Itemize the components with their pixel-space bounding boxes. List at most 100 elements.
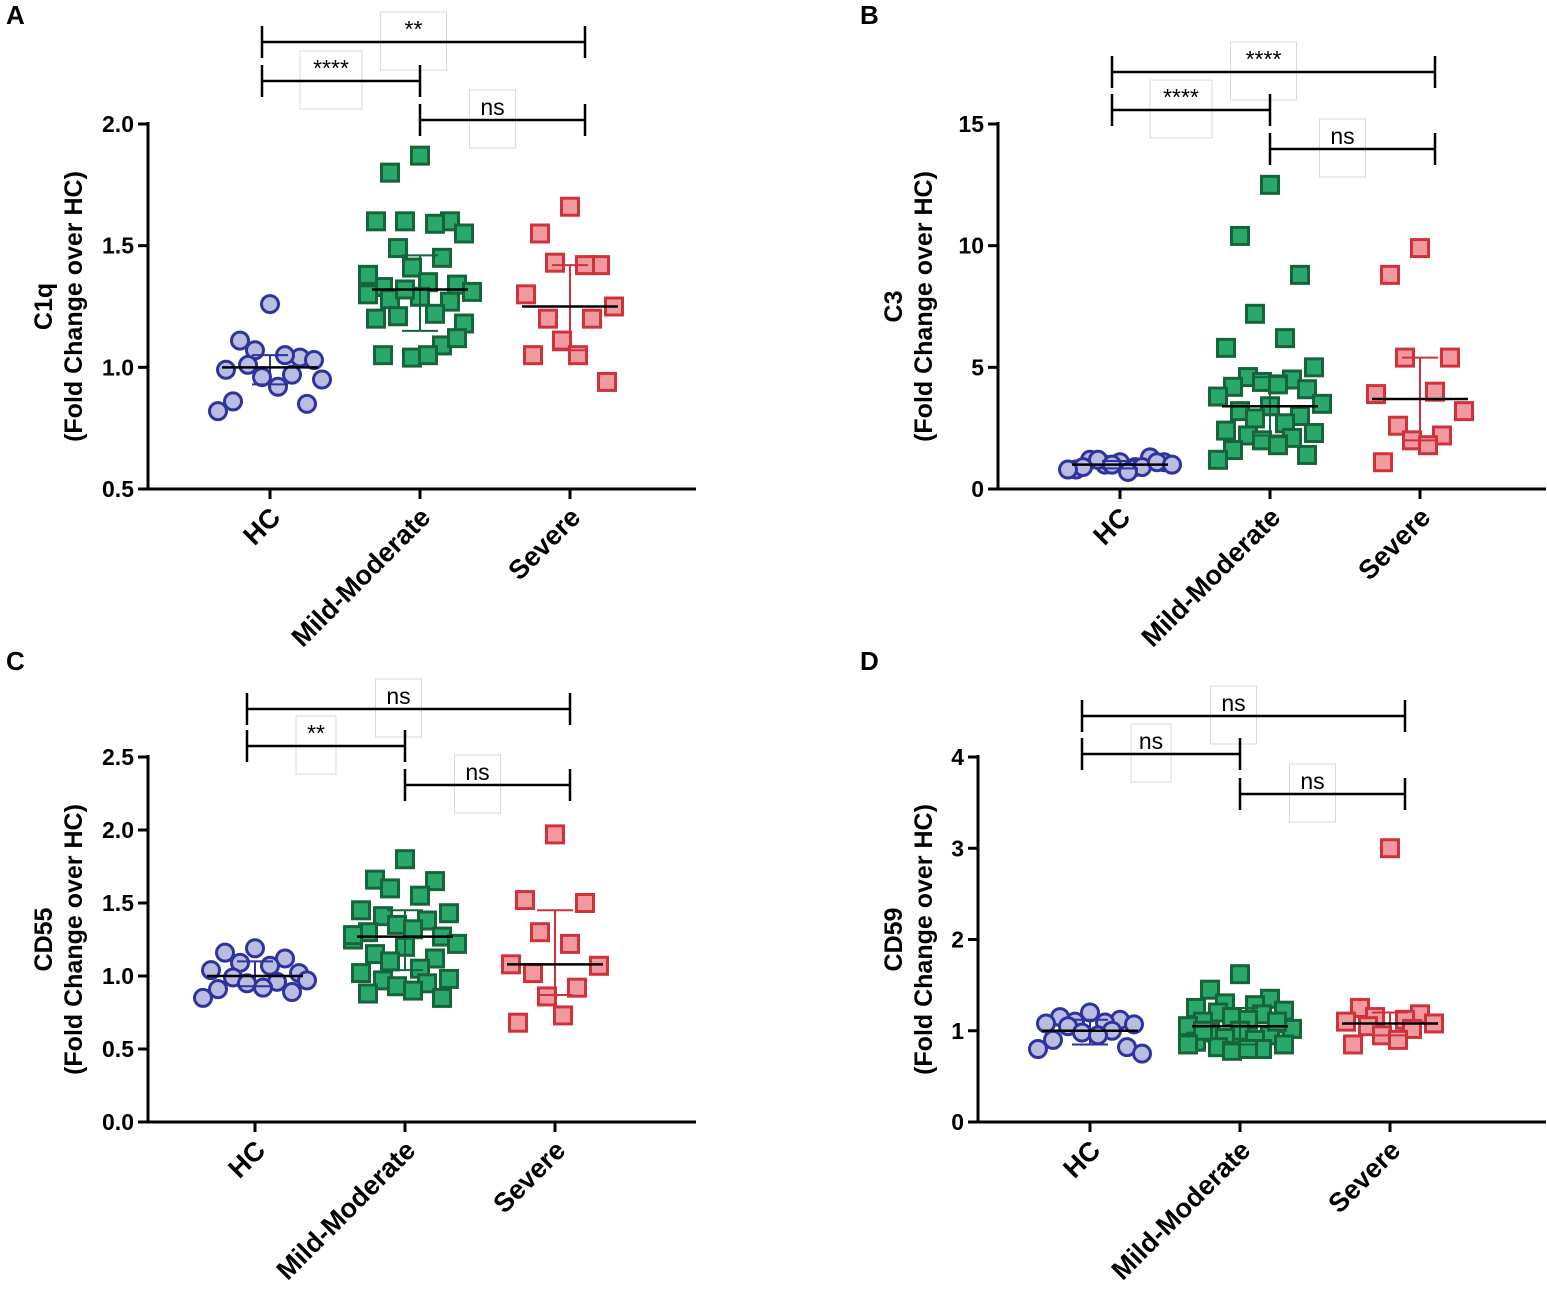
data-point — [1036, 1013, 1056, 1034]
panel-b: B C3(Fold Change over HC) 0 5 10 15 HC Mild-Mod… — [860, 0, 1546, 653]
y-tick-label: 5 — [971, 354, 984, 380]
y-tick-label: 4 — [951, 744, 964, 770]
series-mild-moderate — [358, 145, 482, 368]
series-mild-moderate — [1178, 964, 1302, 1061]
data-point — [282, 364, 302, 385]
data-point — [358, 983, 378, 1004]
panel-letter: C — [6, 646, 25, 676]
panel-c: C CD55(Fold Change over HC) 0.0 0.5 1.0 1.5 2.… — [6, 646, 696, 1286]
data-point — [560, 196, 580, 217]
significance-bracket: ** — [260, 11, 587, 71]
x-tick-label: Mild-Moderate — [1136, 502, 1287, 653]
data-point — [1274, 1034, 1294, 1055]
data-point — [1388, 415, 1408, 436]
data-point — [439, 968, 459, 989]
data-point — [312, 369, 332, 390]
data-point — [253, 977, 273, 998]
data-point — [1230, 225, 1250, 246]
data-point — [304, 350, 324, 371]
data-point — [395, 211, 415, 232]
significance-bracket: ns — [1080, 685, 1407, 745]
data-point — [1252, 371, 1272, 392]
significance-bracket: ** — [245, 715, 407, 775]
significance-bracket: ns — [1080, 723, 1242, 783]
data-point — [1216, 337, 1236, 358]
y-axis-label: C1q(Fold Change over HC) — [30, 171, 88, 442]
y-axis-label-line1: C1q — [30, 283, 58, 330]
significance-label: ns — [1221, 690, 1245, 716]
data-point — [447, 933, 467, 954]
data-point — [439, 903, 459, 924]
data-point — [297, 970, 317, 991]
data-point — [425, 948, 445, 969]
data-point — [402, 257, 422, 278]
y-tick-label: 1.5 — [102, 233, 134, 259]
x-tick-label: Severe — [487, 1135, 571, 1219]
data-point — [1290, 264, 1310, 285]
data-point — [387, 976, 407, 997]
panel-a: A C1q(Fold Change over HC) 0.5 1.0 1.5 2.0 HC M… — [6, 0, 696, 653]
data-point — [1373, 452, 1393, 473]
data-point — [545, 252, 565, 273]
y-tick-label: 0.5 — [102, 1036, 134, 1062]
data-point — [530, 223, 550, 244]
y-axis-label-line2: (Fold Change over HC) — [60, 804, 88, 1075]
panel-letter: A — [6, 0, 25, 30]
data-point — [418, 345, 438, 366]
data-point — [238, 354, 258, 375]
data-point — [410, 145, 430, 166]
y-tick-label: 0.5 — [102, 476, 134, 502]
data-point — [1440, 347, 1460, 368]
data-point — [1297, 444, 1317, 465]
y-axis-label-line2: (Fold Change over HC) — [910, 171, 938, 442]
significance-bracket: ns — [403, 754, 572, 814]
data-point — [260, 955, 280, 976]
data-point — [1260, 174, 1280, 195]
data-point — [425, 303, 445, 324]
data-point — [208, 979, 228, 1000]
data-point — [351, 963, 371, 984]
data-point — [1410, 238, 1430, 259]
data-point — [366, 211, 386, 232]
significance-bracket: **** — [260, 50, 422, 110]
data-point — [1118, 461, 1138, 482]
data-point — [1238, 1039, 1258, 1059]
data-point — [388, 238, 408, 259]
series-severe — [1366, 238, 1474, 473]
significance-bracket: ns — [1268, 118, 1437, 178]
data-point — [1336, 1011, 1356, 1032]
x-tick-label: Severe — [1352, 502, 1436, 586]
data-point — [1267, 1011, 1287, 1032]
data-point — [343, 925, 363, 946]
data-point — [252, 367, 272, 388]
series-hc — [1058, 447, 1182, 482]
significance-label: ns — [465, 759, 489, 785]
data-point — [208, 401, 228, 422]
y-axis-label-line2: (Fold Change over HC) — [910, 804, 938, 1075]
y-tick-label: 3 — [951, 835, 964, 861]
data-point — [387, 914, 407, 935]
data-point — [1418, 435, 1438, 456]
data-point — [1304, 357, 1324, 378]
data-point — [260, 294, 280, 315]
y-tick-label: 2.0 — [102, 817, 134, 843]
data-point — [1200, 979, 1220, 1000]
significance-label: ns — [480, 94, 504, 120]
data-point — [462, 281, 482, 302]
data-point — [515, 890, 535, 911]
panel-letter: B — [860, 0, 879, 30]
data-point — [567, 977, 587, 998]
y-tick-label: 0 — [951, 1109, 964, 1135]
y-tick-label: 2.0 — [102, 111, 134, 137]
series-mild-moderate — [1208, 174, 1332, 470]
significance-label: ** — [405, 16, 423, 42]
data-point — [297, 393, 317, 414]
data-point — [425, 871, 445, 892]
y-tick-label: 1.0 — [102, 354, 134, 380]
data-point — [552, 330, 572, 351]
series-severe — [516, 196, 624, 392]
y-tick-label: 0.0 — [102, 1109, 134, 1135]
data-point — [1268, 435, 1288, 456]
data-point — [1380, 838, 1400, 859]
